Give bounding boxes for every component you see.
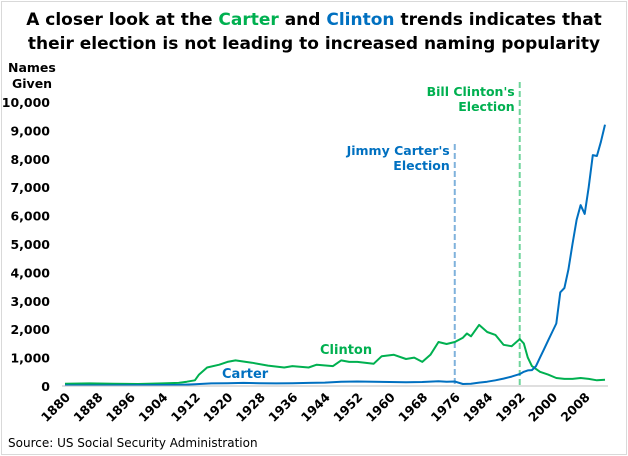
x-tick-label: 1896 [103, 389, 138, 424]
x-tick-label: 1976 [428, 389, 463, 424]
y-axis-label-line1: Names [8, 60, 56, 75]
y-tick-label: 6,000 [10, 209, 50, 224]
x-tick-label: 1944 [298, 389, 333, 424]
y-tick-label: 1,000 [10, 351, 50, 366]
y-tick-label: 0 [41, 379, 50, 394]
y-axis-label-line2: Given [12, 76, 52, 91]
y-tick-label: 8,000 [10, 152, 50, 167]
carter-series-label: Carter [222, 367, 269, 382]
election-annotation: Bill Clinton's [427, 84, 515, 99]
x-tick-label: 1912 [168, 390, 203, 425]
title-clinton: Clinton [326, 10, 395, 30]
x-tick-label: 1952 [330, 390, 365, 425]
election-annotation: Jimmy Carter's [346, 143, 450, 158]
source-note: Source: US Social Security Administratio… [8, 436, 258, 450]
election-annotation: Election [458, 99, 514, 114]
clinton-series-line [64, 323, 606, 385]
x-tick-label: 1904 [135, 389, 170, 424]
x-tick-label: 1928 [233, 390, 268, 425]
election-annotation: Election [393, 158, 449, 173]
chart-title: A closer look at the Carter and Clinton … [0, 8, 628, 56]
title-text: trends indicates that [394, 10, 602, 30]
y-tick-label: 4,000 [10, 265, 50, 280]
x-tick-label: 1888 [70, 390, 105, 425]
x-tick-label: 1968 [395, 390, 430, 425]
y-tick-label: 7,000 [10, 180, 50, 195]
y-tick-label: 5,000 [10, 237, 50, 252]
x-tick-label: 1920 [200, 389, 235, 424]
x-tick-label: 1992 [493, 390, 528, 425]
clinton-series-label: Clinton [320, 343, 372, 358]
x-tick-label: 1880 [38, 389, 73, 424]
y-tick-label: 3,000 [10, 294, 50, 309]
title-text: and [278, 10, 327, 30]
x-tick-label: 1984 [460, 389, 495, 424]
title-text: A closer look at the [26, 10, 219, 30]
y-tick-label: 2,000 [10, 322, 50, 337]
x-tick-label: 1960 [363, 389, 398, 424]
x-tick-label: 2008 [558, 390, 593, 425]
title-line2: their election is not leading to increas… [27, 34, 601, 54]
y-tick-label: 9,000 [10, 123, 50, 138]
y-tick-label: 10,000 [2, 95, 51, 110]
x-tick-label: 1936 [265, 389, 300, 424]
title-carter: Carter [218, 10, 279, 30]
x-tick-label: 2000 [525, 389, 560, 424]
